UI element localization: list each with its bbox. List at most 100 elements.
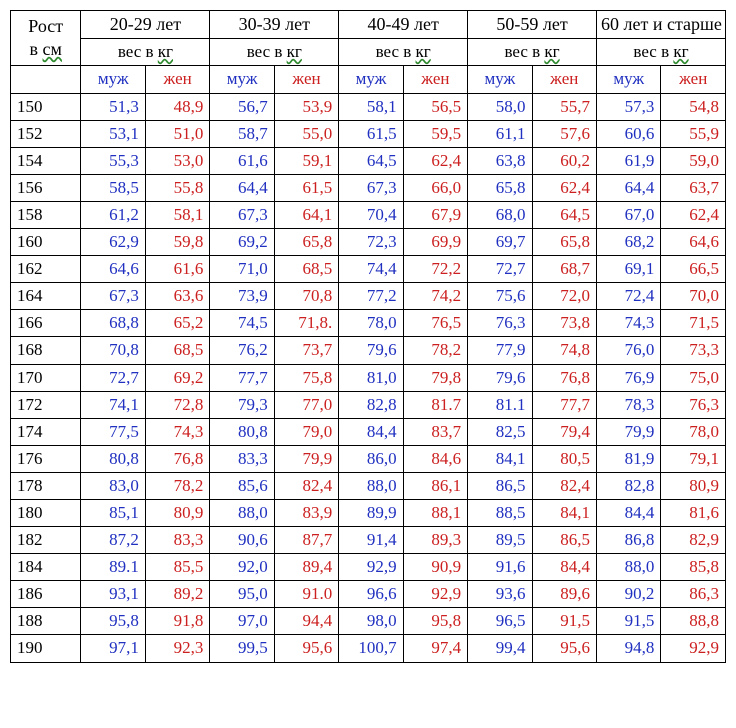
value-female: 69,2 bbox=[145, 364, 209, 391]
table-row: 16870,868,576,273,779,678,277,974,876,07… bbox=[11, 337, 726, 364]
value-male: 64,4 bbox=[210, 174, 274, 201]
value-male: 58,0 bbox=[468, 93, 532, 120]
value-female: 77,0 bbox=[274, 391, 338, 418]
value-male: 75,6 bbox=[468, 283, 532, 310]
value-female: 66,5 bbox=[661, 256, 726, 283]
value-female: 64,5 bbox=[532, 201, 596, 228]
value-male: 80,8 bbox=[81, 445, 145, 472]
value-male: 79,6 bbox=[339, 337, 403, 364]
table-row: 18489.185,592,089,492,990,991,684,488,08… bbox=[11, 554, 726, 581]
value-male: 88,0 bbox=[596, 554, 660, 581]
value-female: 72,8 bbox=[145, 391, 209, 418]
table-row: 17072,769,277,775,881,079,879,676,876,97… bbox=[11, 364, 726, 391]
value-female: 70,8 bbox=[274, 283, 338, 310]
value-male: 80,8 bbox=[210, 418, 274, 445]
value-male: 98,0 bbox=[339, 608, 403, 635]
value-female: 86,1 bbox=[403, 472, 467, 499]
value-female: 80,5 bbox=[532, 445, 596, 472]
value-male: 58,1 bbox=[339, 93, 403, 120]
table-row: 16062,959,869,265,872,369,969,765,868,26… bbox=[11, 229, 726, 256]
table-row: 18693,189,295,091.096,692,993,689,690,28… bbox=[11, 581, 726, 608]
value-female: 59,1 bbox=[274, 147, 338, 174]
value-female: 61,5 bbox=[274, 174, 338, 201]
value-male: 86,8 bbox=[596, 527, 660, 554]
gender-m-3: муж bbox=[468, 66, 532, 93]
value-female: 59,5 bbox=[403, 120, 467, 147]
value-male: 64,6 bbox=[81, 256, 145, 283]
value-male: 70,8 bbox=[81, 337, 145, 364]
value-female: 69,9 bbox=[403, 229, 467, 256]
value-male: 91,6 bbox=[468, 554, 532, 581]
value-female: 63,6 bbox=[145, 283, 209, 310]
value-male: 76,3 bbox=[468, 310, 532, 337]
value-male: 97,0 bbox=[210, 608, 274, 635]
value-female: 55,7 bbox=[532, 93, 596, 120]
gender-f-4: жен bbox=[661, 66, 726, 93]
weight-label-0: вес в кг bbox=[81, 39, 210, 66]
value-male: 69,2 bbox=[210, 229, 274, 256]
table-row: 15253,151,058,755,061,559,561,157,660,65… bbox=[11, 120, 726, 147]
value-male: 83,3 bbox=[210, 445, 274, 472]
value-female: 53,0 bbox=[145, 147, 209, 174]
value-male: 67,3 bbox=[81, 283, 145, 310]
value-male: 65,8 bbox=[468, 174, 532, 201]
value-male: 74,3 bbox=[596, 310, 660, 337]
value-female: 73,8 bbox=[532, 310, 596, 337]
value-male: 91,5 bbox=[596, 608, 660, 635]
table-row: 17477,574,380,879,084,483,782,579,479,97… bbox=[11, 418, 726, 445]
value-male: 88,0 bbox=[210, 499, 274, 526]
weight-height-table: Рост в см 20-29 лет 30-39 лет 40-49 лет … bbox=[10, 10, 726, 663]
height-cell: 150 bbox=[11, 93, 81, 120]
value-female: 92,9 bbox=[403, 581, 467, 608]
height-cell: 180 bbox=[11, 499, 81, 526]
value-female: 55,8 bbox=[145, 174, 209, 201]
value-male: 61,6 bbox=[210, 147, 274, 174]
value-male: 85,1 bbox=[81, 499, 145, 526]
value-female: 59,8 bbox=[145, 229, 209, 256]
value-female: 78,2 bbox=[145, 472, 209, 499]
height-cell: 184 bbox=[11, 554, 81, 581]
height-cell: 182 bbox=[11, 527, 81, 554]
value-male: 72,3 bbox=[339, 229, 403, 256]
height-cell: 170 bbox=[11, 364, 81, 391]
value-male: 96,6 bbox=[339, 581, 403, 608]
value-female: 83,9 bbox=[274, 499, 338, 526]
value-female: 80,9 bbox=[661, 472, 726, 499]
height-cell: 172 bbox=[11, 391, 81, 418]
table-row: 18287,283,390,687,791,489,389,586,586,88… bbox=[11, 527, 726, 554]
table-row: 15455,353,061,659,164,562,463,860,261,95… bbox=[11, 147, 726, 174]
value-female: 95,6 bbox=[274, 635, 338, 662]
value-female: 94,4 bbox=[274, 608, 338, 635]
value-female: 92,3 bbox=[145, 635, 209, 662]
value-female: 53,9 bbox=[274, 93, 338, 120]
value-female: 71,8. bbox=[274, 310, 338, 337]
value-female: 76,8 bbox=[532, 364, 596, 391]
value-female: 64,1 bbox=[274, 201, 338, 228]
value-male: 74,4 bbox=[339, 256, 403, 283]
height-cell: 160 bbox=[11, 229, 81, 256]
weight-label-1: вес в кг bbox=[210, 39, 339, 66]
weight-label-2: вес в кг bbox=[339, 39, 468, 66]
value-male: 51,3 bbox=[81, 93, 145, 120]
height-cell: 152 bbox=[11, 120, 81, 147]
value-male: 67,3 bbox=[339, 174, 403, 201]
value-male: 99,4 bbox=[468, 635, 532, 662]
table-row: 15051,348,956,753,958,156,558,055,757,35… bbox=[11, 93, 726, 120]
value-female: 68,5 bbox=[274, 256, 338, 283]
value-male: 64,4 bbox=[596, 174, 660, 201]
value-female: 79,8 bbox=[403, 364, 467, 391]
gender-f-0: жен bbox=[145, 66, 209, 93]
value-male: 67,0 bbox=[596, 201, 660, 228]
value-male: 55,3 bbox=[81, 147, 145, 174]
age-group-0: 20-29 лет bbox=[81, 11, 210, 39]
value-male: 91,4 bbox=[339, 527, 403, 554]
value-male: 60,6 bbox=[596, 120, 660, 147]
age-group-1: 30-39 лет bbox=[210, 11, 339, 39]
table-row: 16668,865,274,571,8.78,076,576,373,874,3… bbox=[11, 310, 726, 337]
table-row: 16467,363,673,970,877,274,275,672,072,47… bbox=[11, 283, 726, 310]
value-male: 86,0 bbox=[339, 445, 403, 472]
value-female: 79,9 bbox=[274, 445, 338, 472]
height-label-unit: см bbox=[43, 39, 62, 59]
value-female: 60,2 bbox=[532, 147, 596, 174]
table-header: Рост в см 20-29 лет 30-39 лет 40-49 лет … bbox=[11, 11, 726, 94]
